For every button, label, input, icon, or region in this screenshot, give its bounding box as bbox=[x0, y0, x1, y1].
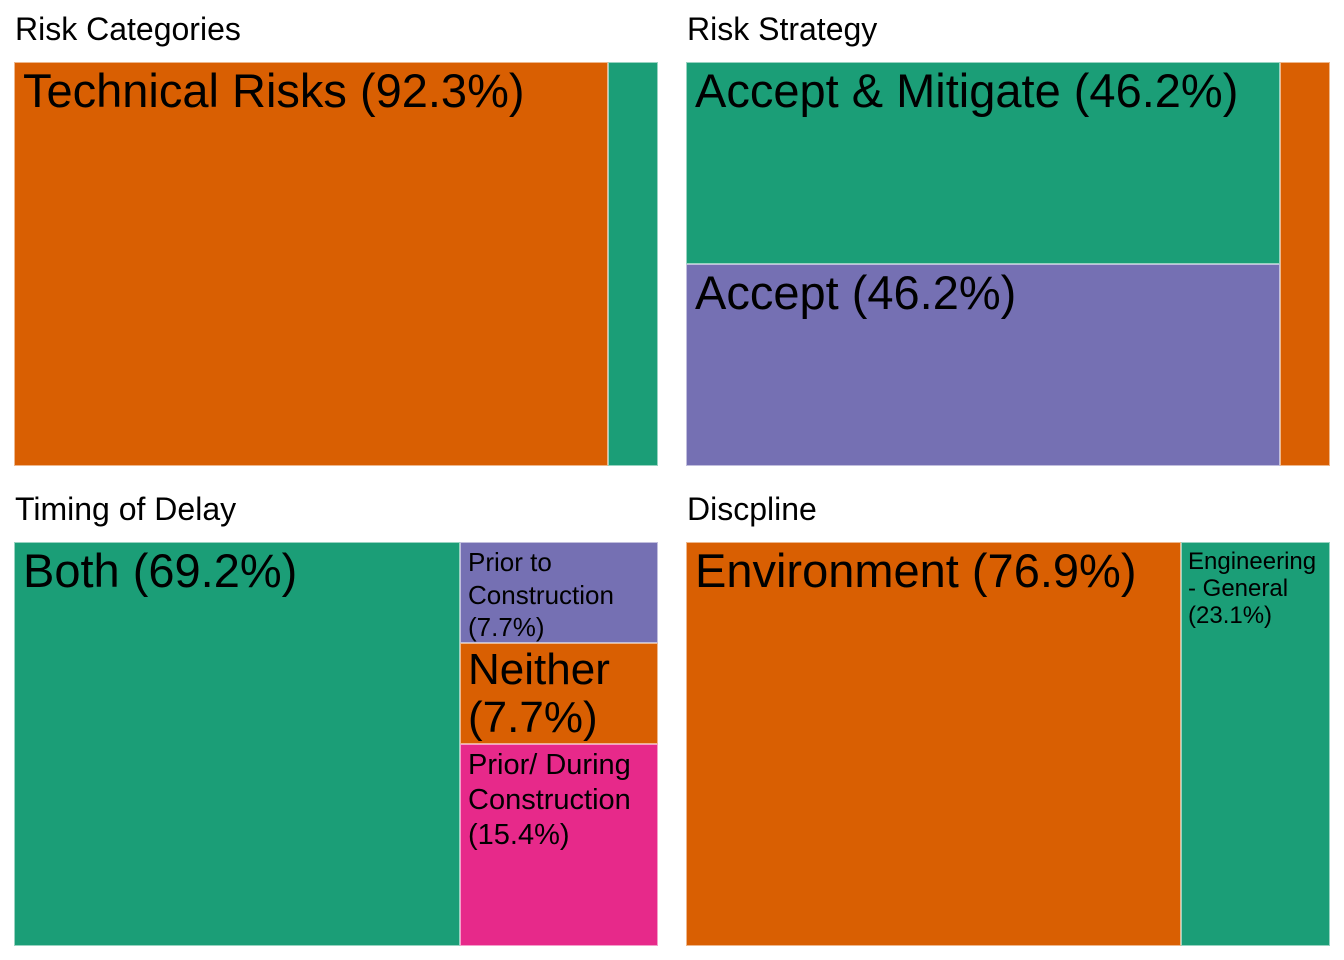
treemap-risk-strategy: Accept & Mitigate (46.2%) Accept (46.2%) bbox=[686, 62, 1330, 466]
tile-neither: Neither (7.7%) bbox=[460, 643, 658, 744]
tile-other-strategy bbox=[1280, 62, 1330, 466]
tile-engineering-general: Engineering - General (23.1%) bbox=[1181, 542, 1330, 946]
panel-title-risk-strategy: Risk Strategy bbox=[687, 11, 878, 47]
tile-prior-to-construction: Prior to Construction (7.7%) bbox=[460, 542, 658, 643]
panel-title-timing-of-delay: Timing of Delay bbox=[15, 491, 237, 527]
tile-label-accept: Accept (46.2%) bbox=[695, 266, 1017, 319]
tile-label-prior-during-construction: Prior/ During Construction (15.4%) bbox=[468, 749, 631, 851]
treemap-risk-categories: Technical Risks (92.3%) bbox=[14, 62, 658, 466]
tile-prior-during-construction: Prior/ During Construction (15.4%) bbox=[460, 744, 658, 946]
tile-label-environment: Environment (76.9%) bbox=[695, 544, 1137, 597]
tile-label-both: Both (69.2%) bbox=[23, 544, 298, 597]
tile-label-accept-mitigate: Accept & Mitigate (46.2%) bbox=[695, 64, 1239, 117]
tile-technical-risks: Technical Risks (92.3%) bbox=[14, 62, 608, 466]
tile-label-prior-to-construction: Prior to Construction (7.7%) bbox=[468, 547, 614, 642]
panel-title-risk-categories: Risk Categories bbox=[15, 11, 241, 47]
tile-accept-mitigate: Accept & Mitigate (46.2%) bbox=[686, 62, 1280, 264]
tile-other-category bbox=[608, 62, 658, 466]
tile-label-engineering-general: Engineering - General (23.1%) bbox=[1188, 548, 1317, 630]
tile-accept: Accept (46.2%) bbox=[686, 264, 1280, 466]
tile-environment: Environment (76.9%) bbox=[686, 542, 1181, 946]
treemap-discpline: Environment (76.9%) Engineering - Genera… bbox=[686, 542, 1330, 946]
tile-both: Both (69.2%) bbox=[14, 542, 460, 946]
tile-label-technical-risks: Technical Risks (92.3%) bbox=[23, 64, 525, 117]
treemap-timing-of-delay: Both (69.2%) Prior to Construction (7.7%… bbox=[14, 542, 658, 946]
panel-title-discpline: Discpline bbox=[687, 491, 817, 527]
tile-label-neither: Neither (7.7%) bbox=[468, 645, 610, 743]
